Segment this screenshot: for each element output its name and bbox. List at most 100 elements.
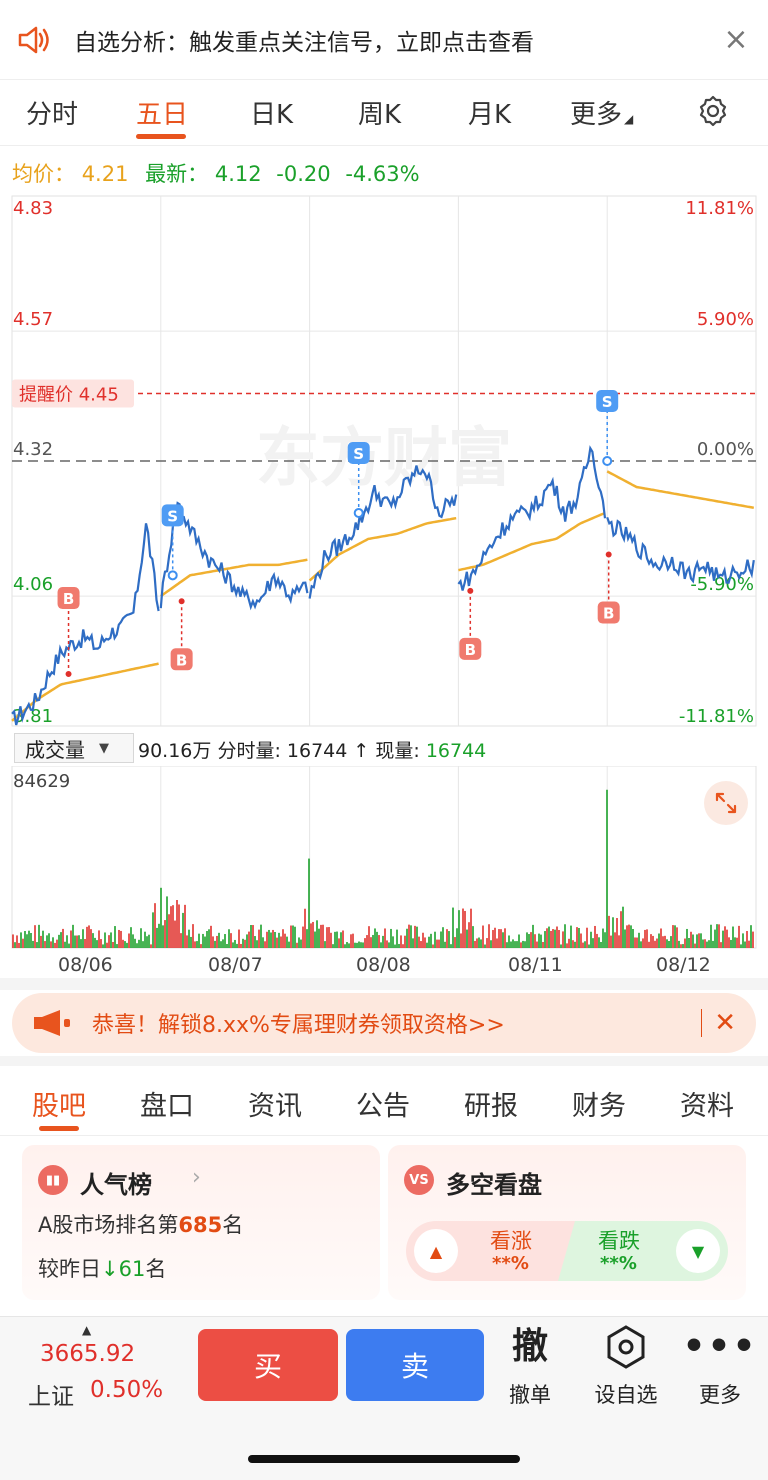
close-icon[interactable]: × xyxy=(723,22,749,57)
vote-up-label: 看涨 xyxy=(490,1229,532,1253)
avg-price-line xyxy=(160,558,308,598)
y-tick-label: 11.81% xyxy=(685,198,754,219)
triangle-icon: ◢ xyxy=(624,112,634,126)
trade-point xyxy=(63,669,74,680)
trade-badge xyxy=(347,441,370,464)
trade-point xyxy=(603,549,614,560)
volume-indicator-dropdown[interactable]: 成交量 ▼ xyxy=(14,733,134,763)
divider xyxy=(0,1056,768,1066)
bottom-toolbar: ▲ 3665.92 上证 0.50% 买 卖 撤 撤单 设自选 ••• 更多 xyxy=(0,1316,768,1480)
hexagon-icon xyxy=(586,1325,666,1369)
active-tab-indicator xyxy=(39,1126,79,1131)
buy-button[interactable]: 买 xyxy=(198,1329,338,1401)
volume-total: 90.16万 xyxy=(138,740,212,762)
trade-point xyxy=(176,596,187,607)
trade-point xyxy=(353,507,364,518)
popularity-title: 人气榜 xyxy=(80,1171,152,1199)
tab-finance[interactable]: 财务 xyxy=(572,1091,626,1122)
y-tick-label: 4.57 xyxy=(13,309,53,330)
tab-research[interactable]: 研报 xyxy=(464,1091,518,1122)
index-name[interactable]: 上证 xyxy=(28,1384,74,1410)
arrow-down-icon: ↓ xyxy=(101,1257,119,1281)
caret-up-icon: ▲ xyxy=(82,1323,92,1337)
gear-icon[interactable] xyxy=(696,94,730,128)
volume-chart[interactable]: 84629 xyxy=(0,766,768,952)
x-tick-label: 08/08 xyxy=(356,954,411,976)
volume-dropdown-label: 成交量 xyxy=(25,737,85,762)
period-volume: 16744 xyxy=(286,740,348,762)
arrow-up-icon: ↑ xyxy=(353,740,370,762)
latest-price-value: 4.12 xyxy=(214,162,262,186)
tab-monthly-k[interactable]: 月K xyxy=(468,100,512,130)
tab-more[interactable]: 更多 ◢ xyxy=(570,100,634,130)
vote-up-pct: **% xyxy=(492,1253,529,1274)
active-tab-indicator xyxy=(136,134,186,139)
index-value[interactable]: 3665.92 xyxy=(40,1341,136,1367)
trade-badge xyxy=(170,648,193,671)
x-tick-label: 08/06 xyxy=(58,954,113,976)
chevron-right-icon: › xyxy=(192,1165,201,1190)
expand-icon xyxy=(715,792,737,814)
vs-icon: VS xyxy=(404,1165,434,1195)
cancel-icon: 撤 xyxy=(511,1326,548,1367)
y-tick-label: 4.06 xyxy=(13,574,53,595)
promo-text: 恭喜！解锁8.xx%专属理财券领取资格>> xyxy=(92,1013,505,1038)
speaker-icon xyxy=(18,26,49,53)
price-line xyxy=(159,501,309,611)
trade-badge-label: B xyxy=(603,605,614,623)
trade-badge-label: B xyxy=(465,641,476,659)
more-button[interactable]: ••• 更多 xyxy=(680,1325,760,1409)
add-watchlist-button[interactable]: 设自选 xyxy=(586,1325,666,1409)
trade-badge-label: B xyxy=(63,590,74,608)
avg-price-label: 均价： xyxy=(12,162,75,186)
volume-max-label: 84629 xyxy=(13,771,70,792)
tab-profile[interactable]: 资料 xyxy=(680,1091,734,1122)
rank-change: 较昨日↓61名 xyxy=(38,1257,167,1281)
tab-guba[interactable]: 股吧 xyxy=(32,1091,86,1122)
vote-down-pct: **% xyxy=(600,1253,637,1274)
x-tick-label: 08/11 xyxy=(508,954,563,976)
x-tick-label: 08/07 xyxy=(208,954,263,976)
more-dots-icon: ••• xyxy=(682,1326,758,1367)
notice-bar[interactable]: 自选分析：触发重点关注信号，立即点击查看 × xyxy=(0,0,768,80)
section-tabs: 股吧 盘口 资讯 公告 研报 财务 资料 xyxy=(0,1068,768,1136)
cancel-order-button[interactable]: 撤 撤单 xyxy=(490,1325,570,1409)
tab-pankou[interactable]: 盘口 xyxy=(140,1091,194,1122)
trade-point xyxy=(602,456,613,466)
tab-weekly-k[interactable]: 周K xyxy=(358,100,402,130)
price-line xyxy=(606,516,755,584)
alert-price-label: 提醒价 4.45 xyxy=(19,384,119,405)
sell-button[interactable]: 卖 xyxy=(346,1329,484,1401)
avg-price-line xyxy=(458,511,606,572)
index-change-pct[interactable]: 0.50% xyxy=(90,1377,164,1403)
popularity-card[interactable]: ▮▮ 人气榜 › A股市场排名第685名 较昨日↓61名 xyxy=(22,1145,380,1300)
tab-intraday[interactable]: 分时 xyxy=(26,100,79,130)
vote-bar: ▲ 看涨 **% 看跌 **% ▼ xyxy=(406,1221,728,1281)
avg-price-value: 4.21 xyxy=(81,162,129,186)
y-tick-label: -5.90% xyxy=(690,574,754,595)
trade-badge-label: B xyxy=(176,651,187,669)
y-tick-label: 4.32 xyxy=(13,439,53,460)
tab-announcements[interactable]: 公告 xyxy=(356,1091,410,1122)
trade-point xyxy=(465,585,476,596)
latest-price-label: 最新： xyxy=(145,162,209,186)
y-tick-label: 4.83 xyxy=(13,198,53,219)
tab-five-day[interactable]: 五日 xyxy=(136,100,189,130)
promo-banner[interactable]: 恭喜！解锁8.xx%专属理财券领取资格>> ✕ xyxy=(12,993,756,1053)
expand-button[interactable] xyxy=(704,781,748,825)
y-tick-label: 5.90% xyxy=(697,309,754,330)
bar-chart-icon: ▮▮ xyxy=(38,1165,68,1195)
trade-badge xyxy=(459,637,482,660)
close-icon[interactable]: ✕ xyxy=(714,1008,736,1038)
price-change: -0.20 xyxy=(276,162,331,186)
trade-badge xyxy=(161,504,184,527)
vote-down-label: 看跌 xyxy=(598,1229,640,1253)
rank-change-value: 61 xyxy=(118,1257,146,1281)
watermark: 东方财富 xyxy=(256,422,512,496)
rank-value: 685 xyxy=(178,1213,223,1237)
bull-bear-card[interactable]: VS 多空看盘 ▲ 看涨 **% 看跌 **% ▼ xyxy=(388,1145,746,1300)
tab-news[interactable]: 资讯 xyxy=(248,1091,302,1122)
tab-daily-k[interactable]: 日K xyxy=(250,100,294,130)
triangle-down-icon: ▼ xyxy=(676,1229,720,1273)
price-chart[interactable]: 东方财富 提醒价 4.45 4.83 11.81% 4.57 5.90% 4.32 0.00%… xyxy=(0,190,768,730)
